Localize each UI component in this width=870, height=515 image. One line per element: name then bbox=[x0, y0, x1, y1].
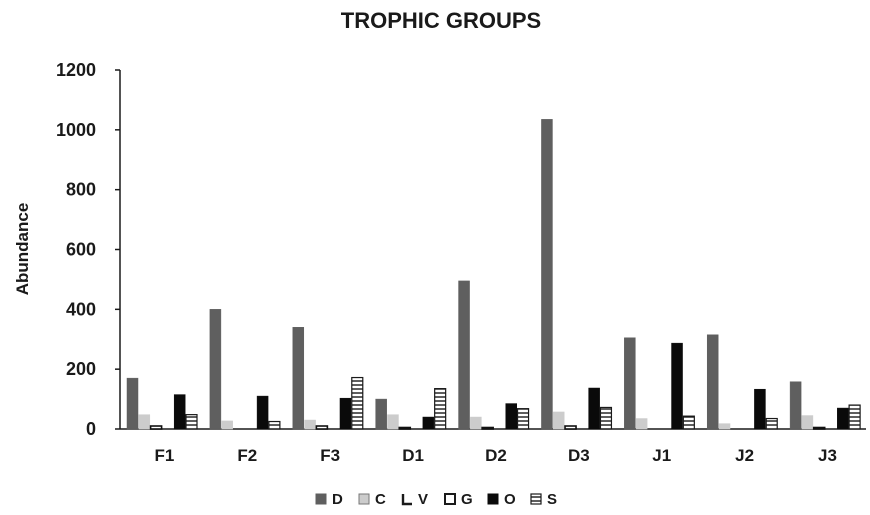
bar-c-f2 bbox=[221, 420, 233, 430]
legend-label-v: V bbox=[418, 491, 428, 508]
bar-o-j2 bbox=[754, 388, 766, 430]
bar-s-j1 bbox=[682, 415, 695, 430]
y-tick-label: 400 bbox=[66, 299, 96, 319]
legend-swatch-c bbox=[358, 493, 370, 505]
x-tick-label-f2: F2 bbox=[237, 446, 257, 465]
bar-c-f1 bbox=[138, 414, 151, 430]
bar-s-d2 bbox=[516, 408, 530, 430]
bar-v-f3 bbox=[315, 425, 329, 430]
bar-s-j3 bbox=[848, 404, 861, 430]
x-tick-label-j1: J1 bbox=[652, 446, 671, 465]
bar-v-d1 bbox=[398, 426, 412, 430]
legend-label-c: C bbox=[375, 491, 386, 508]
y-tick-label: 0 bbox=[86, 419, 96, 439]
y-tick-label: 1200 bbox=[56, 60, 96, 80]
x-tick-label-f1: F1 bbox=[154, 446, 174, 465]
bar-d-f2 bbox=[209, 309, 222, 430]
legend-label-g: G bbox=[461, 491, 473, 508]
bar-c-d1 bbox=[387, 414, 399, 430]
bar-s-f2 bbox=[268, 420, 281, 430]
bar-group-d1 bbox=[375, 388, 447, 430]
x-tick-label-d2: D2 bbox=[485, 446, 507, 465]
legend-label-s: S bbox=[547, 491, 557, 508]
legend-item-o: O bbox=[487, 491, 516, 508]
y-tick-label: 1000 bbox=[56, 120, 96, 140]
legend-item-c: C bbox=[358, 491, 386, 508]
bar-s-f1 bbox=[185, 414, 198, 430]
bar-group-f1 bbox=[126, 377, 198, 430]
bar-o-f2 bbox=[256, 395, 269, 430]
bar-s-f3 bbox=[351, 376, 364, 430]
chart-title: TROPHIC GROUPS bbox=[341, 8, 541, 33]
legend-swatch-s bbox=[530, 493, 542, 505]
x-tick-label-j2: J2 bbox=[735, 446, 754, 465]
bar-o-d2 bbox=[505, 403, 518, 430]
bar-group-j1 bbox=[624, 337, 695, 430]
x-tick-label-f3: F3 bbox=[320, 446, 340, 465]
legend-swatch-g bbox=[444, 493, 456, 505]
bar-group-d2 bbox=[458, 280, 530, 430]
bar-d-d1 bbox=[375, 398, 387, 430]
bar-s-d1 bbox=[434, 388, 447, 430]
legend-swatch-d bbox=[315, 493, 327, 505]
legend-item-s: S bbox=[530, 491, 557, 508]
bar-v-f1 bbox=[149, 425, 163, 430]
x-tick-label-j3: J3 bbox=[818, 446, 837, 465]
bar-d-j2 bbox=[706, 334, 719, 430]
bar-d-d2 bbox=[458, 280, 470, 430]
legend-item-v: V bbox=[401, 491, 428, 508]
bar-v-d3 bbox=[564, 425, 577, 430]
bar-group-j2 bbox=[706, 334, 778, 430]
bar-v-d2 bbox=[481, 426, 494, 430]
bar-o-d3 bbox=[588, 387, 600, 430]
bar-c-d3 bbox=[552, 411, 565, 430]
bar-c-d2 bbox=[470, 416, 482, 430]
legend-label-o: O bbox=[504, 491, 516, 508]
y-tick-label: 800 bbox=[66, 180, 96, 200]
bar-o-j1 bbox=[671, 342, 683, 430]
legend-item-d: D bbox=[315, 491, 343, 508]
bar-c-j1 bbox=[635, 418, 648, 430]
legend-label-d: D bbox=[332, 491, 343, 508]
x-tick-label-d3: D3 bbox=[568, 446, 590, 465]
bar-c-j3 bbox=[801, 415, 814, 430]
bar-d-j3 bbox=[789, 381, 802, 430]
bar-s-j2 bbox=[765, 417, 778, 430]
bar-d-f3 bbox=[292, 327, 305, 430]
y-tick-label: 600 bbox=[66, 240, 96, 260]
bar-d-j1 bbox=[624, 337, 636, 430]
bar-o-f1 bbox=[173, 394, 186, 430]
bar-group-j3 bbox=[789, 381, 861, 430]
bar-group-f2 bbox=[209, 309, 281, 430]
legend-swatch-o bbox=[487, 493, 499, 505]
bar-group-d3 bbox=[541, 119, 613, 430]
bar-c-f3 bbox=[304, 419, 316, 430]
bar-d-d3 bbox=[541, 119, 553, 430]
y-tick-label: 200 bbox=[66, 359, 96, 379]
bar-group-f3 bbox=[292, 327, 364, 430]
bar-c-j2 bbox=[718, 423, 731, 430]
y-axis-label: Abundance bbox=[13, 203, 32, 296]
bar-d-f1 bbox=[126, 377, 139, 430]
bar-v-j3 bbox=[812, 426, 826, 430]
bar-o-j3 bbox=[837, 407, 849, 430]
plot-area: 0 200 400 600 800 1000 1200 F1 F2 F3 D1 D2 D3 J1 J2 J3 bbox=[56, 60, 866, 465]
legend-swatch-v bbox=[401, 494, 412, 506]
bar-o-f3 bbox=[339, 397, 352, 430]
bar-o-d1 bbox=[422, 416, 435, 430]
legend-item-g: G bbox=[444, 491, 473, 508]
x-tick-label-d1: D1 bbox=[402, 446, 424, 465]
bar-s-d3 bbox=[599, 406, 613, 430]
